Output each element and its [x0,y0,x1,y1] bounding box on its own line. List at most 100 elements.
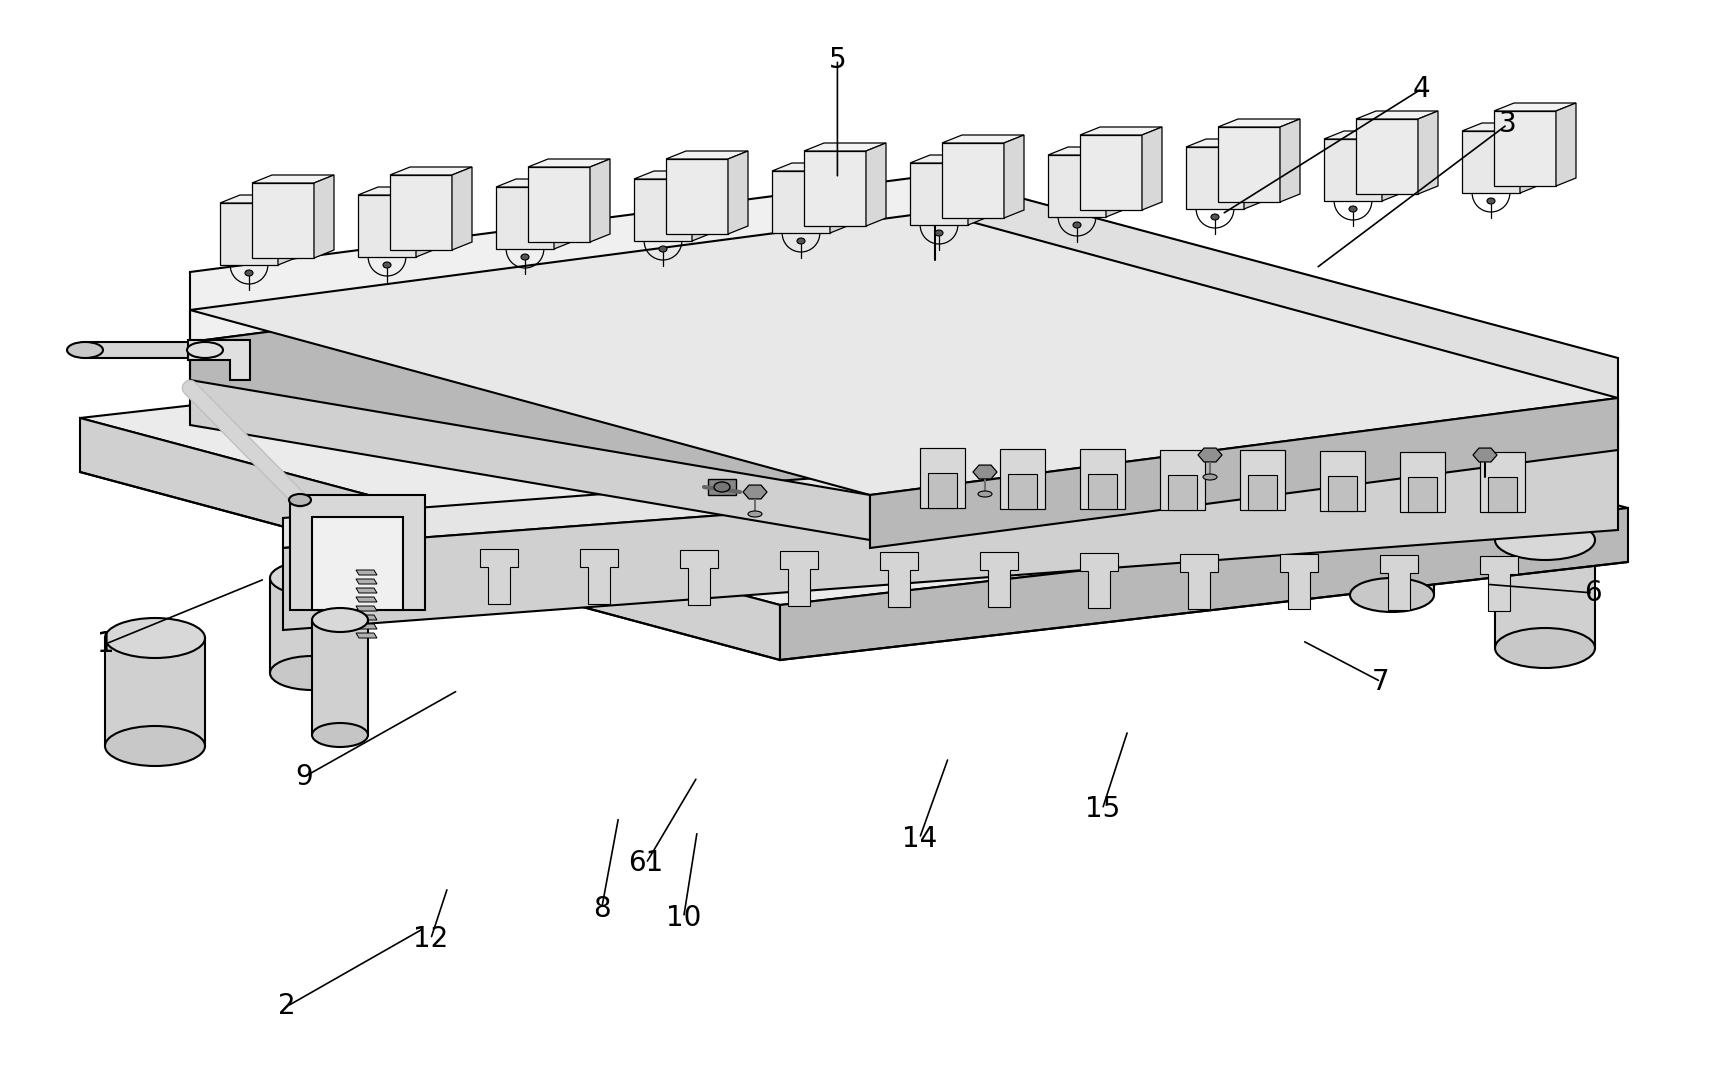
Ellipse shape [1212,214,1219,220]
Polygon shape [554,179,574,249]
Polygon shape [220,195,297,203]
Polygon shape [866,143,885,226]
Ellipse shape [935,230,943,236]
Polygon shape [355,615,378,620]
Polygon shape [909,155,988,163]
Text: 2: 2 [279,992,296,1020]
Polygon shape [1008,474,1037,509]
Polygon shape [379,547,419,603]
Polygon shape [1355,111,1437,119]
Polygon shape [357,187,436,195]
Ellipse shape [1348,206,1357,212]
Ellipse shape [289,494,311,506]
Polygon shape [190,245,1618,525]
Polygon shape [728,151,749,234]
Polygon shape [1142,127,1162,210]
Polygon shape [355,633,378,638]
Polygon shape [1324,138,1383,201]
Polygon shape [1167,475,1196,510]
Polygon shape [1241,450,1285,511]
Polygon shape [355,588,378,593]
Polygon shape [708,479,737,494]
Text: 8: 8 [593,895,610,923]
Polygon shape [80,322,1629,605]
Polygon shape [1186,147,1244,209]
Polygon shape [1555,103,1576,186]
Text: 61: 61 [629,849,663,878]
Polygon shape [528,167,590,242]
Polygon shape [85,342,205,358]
Text: 4: 4 [1413,75,1430,103]
Polygon shape [579,550,619,605]
Polygon shape [803,143,885,151]
Polygon shape [1400,451,1446,512]
Polygon shape [291,494,426,610]
Polygon shape [1328,476,1357,511]
Ellipse shape [749,511,762,517]
Ellipse shape [186,342,222,358]
Polygon shape [1461,123,1540,131]
Polygon shape [1080,449,1125,510]
Ellipse shape [714,481,730,492]
Polygon shape [496,179,574,187]
Text: 6: 6 [1584,579,1601,607]
Polygon shape [743,485,767,499]
Ellipse shape [978,491,991,497]
Ellipse shape [1350,483,1434,517]
Polygon shape [1048,155,1106,217]
Ellipse shape [796,238,805,245]
Polygon shape [1350,500,1434,595]
Polygon shape [415,187,436,258]
Polygon shape [355,624,378,629]
Polygon shape [190,212,1618,494]
Polygon shape [355,597,378,602]
Polygon shape [880,552,918,607]
Text: 1: 1 [97,630,115,658]
Polygon shape [284,448,1618,630]
Polygon shape [1080,135,1142,210]
Text: 5: 5 [829,45,846,74]
Polygon shape [451,167,472,250]
Polygon shape [942,135,1024,143]
Polygon shape [1418,111,1437,194]
Polygon shape [1383,131,1401,201]
Polygon shape [390,167,472,175]
Polygon shape [1379,555,1418,610]
Ellipse shape [1495,628,1594,668]
Ellipse shape [313,608,367,632]
Polygon shape [1219,119,1301,127]
Polygon shape [284,418,1618,547]
Ellipse shape [244,270,253,276]
Polygon shape [779,509,1629,660]
Polygon shape [1089,474,1118,510]
Polygon shape [803,151,866,226]
Ellipse shape [313,723,367,747]
Ellipse shape [104,618,205,658]
Ellipse shape [67,342,103,358]
Polygon shape [1489,477,1518,512]
Polygon shape [1495,540,1594,648]
Polygon shape [355,579,378,584]
Polygon shape [928,473,957,509]
Ellipse shape [104,726,205,766]
Polygon shape [590,159,610,242]
Polygon shape [972,465,996,479]
Polygon shape [1480,452,1524,512]
Polygon shape [1461,131,1519,193]
Polygon shape [188,340,250,380]
Polygon shape [251,175,333,183]
Text: 12: 12 [414,925,448,953]
Polygon shape [355,606,378,611]
Ellipse shape [270,560,354,595]
Polygon shape [1494,111,1555,186]
Text: 15: 15 [1085,795,1119,823]
Polygon shape [1003,135,1024,217]
Text: 3: 3 [1499,110,1516,138]
Ellipse shape [270,656,354,690]
Text: 7: 7 [1372,668,1389,696]
Text: 10: 10 [667,903,701,932]
Polygon shape [634,179,692,241]
Ellipse shape [383,262,391,268]
Polygon shape [667,159,728,234]
Polygon shape [1179,554,1219,608]
